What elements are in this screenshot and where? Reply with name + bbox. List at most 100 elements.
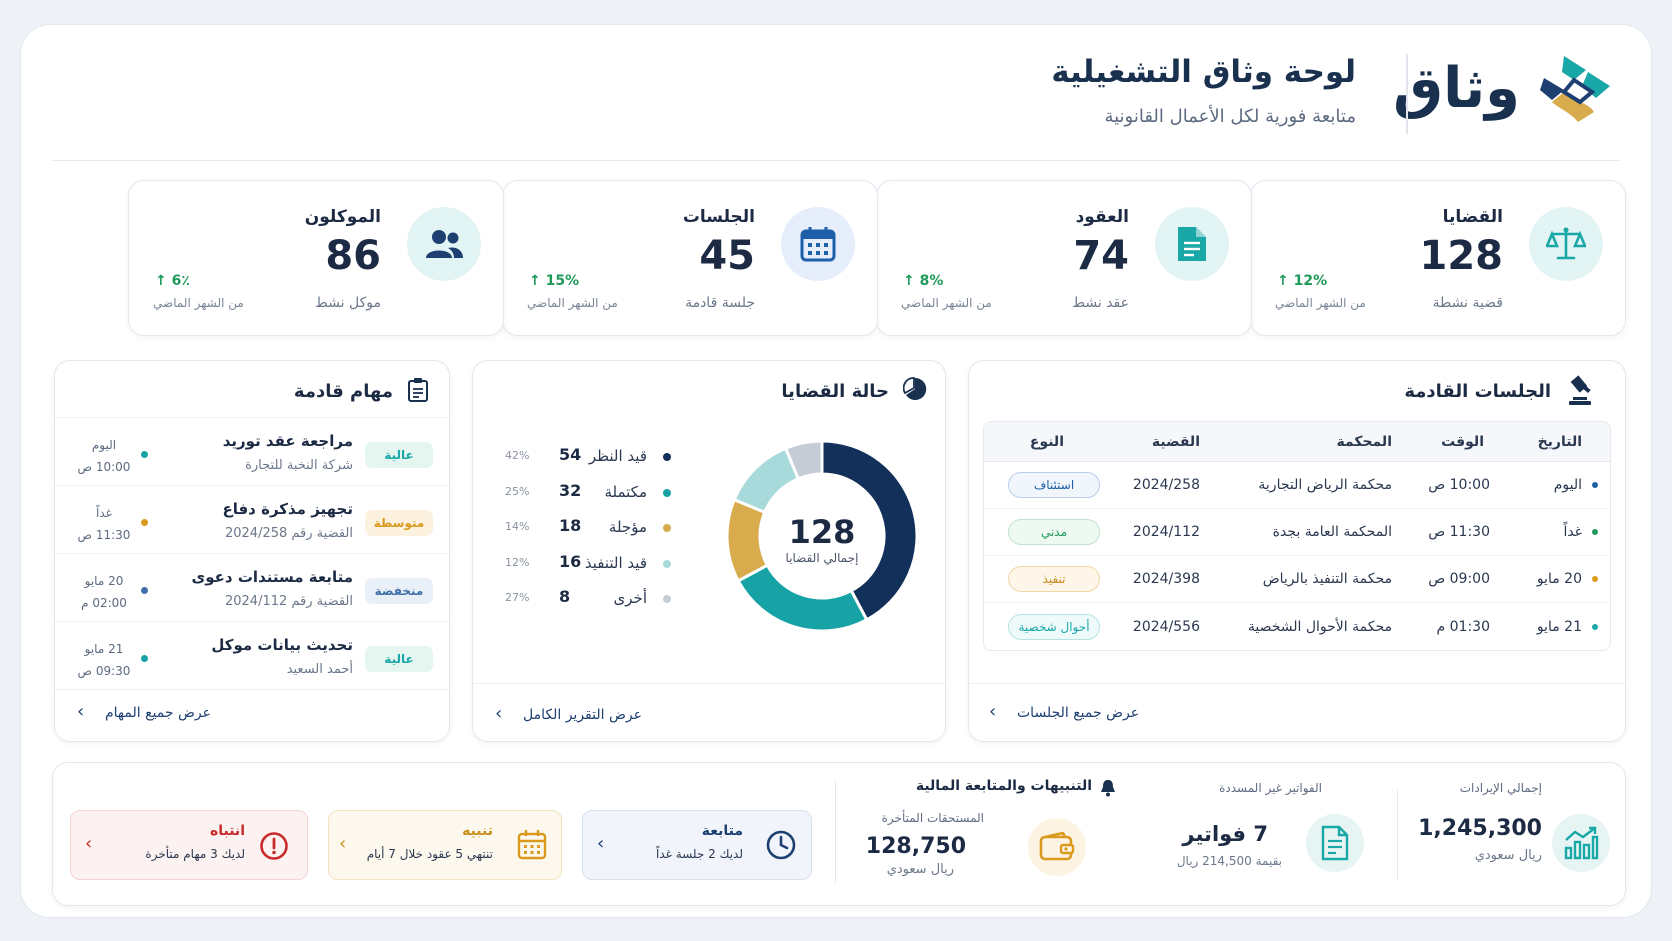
stat-label: قضية نشطة — [1432, 295, 1503, 311]
stat-title: القضايا — [1442, 207, 1503, 227]
chevron-left-icon[interactable]: ‹ — [339, 833, 347, 854]
scales-icon — [1529, 207, 1603, 281]
alerts-title: التنبيهات والمتابعة المالية — [915, 778, 1092, 794]
alert-follow-up[interactable]: متابعة لديك 2 جلسة غداً ‹ — [582, 810, 812, 880]
table-row[interactable]: غداً 11:30 ص المحكمة العامة بجدة 2024/11… — [984, 509, 1610, 556]
invoices-label: الفواتير غير المسددة — [1219, 781, 1322, 795]
stat-title: الموكلون — [304, 207, 381, 227]
row-dot — [1592, 623, 1598, 630]
legend-label: أخرى — [613, 589, 647, 607]
type-pill: استئناف — [1008, 472, 1100, 498]
cell-case: 2024/258 — [1132, 477, 1200, 493]
alert-attention[interactable]: انتباه لديك 3 مهام متأخرة ‹ — [70, 810, 308, 880]
stat-change-label: من الشهر الماضي — [527, 296, 618, 310]
task-subtitle: شركة النخبة للتجارة — [245, 458, 353, 473]
task-title: مراجعة عقد توريد — [222, 432, 353, 450]
cell-date: 21 مايو — [1536, 618, 1582, 635]
legend-value: 8 — [559, 587, 571, 606]
arrow-up-icon: ↑ — [1277, 273, 1289, 289]
alert-title: انتباه — [209, 823, 245, 839]
chevron-left-icon[interactable]: ‹ — [495, 703, 503, 724]
calendar-icon — [781, 207, 855, 281]
wallet-icon — [1028, 818, 1086, 876]
exclamation-icon — [259, 831, 289, 865]
donut-slice[interactable] — [820, 439, 919, 622]
invoices-value: 7 فواتير — [1182, 822, 1268, 846]
donut-total: 128 — [788, 513, 856, 551]
task-title: متابعة مستندات دعوى — [191, 568, 353, 586]
cell-time: 11:30 ص — [1428, 524, 1490, 540]
header-separator — [52, 160, 1620, 161]
legend-dot — [663, 559, 671, 568]
stat-label: عقد نشط — [1072, 295, 1129, 311]
arrow-up-icon: ↑ — [903, 273, 915, 289]
task-subtitle: القضية رقم 2024/112 — [224, 594, 353, 609]
row-dot — [1592, 576, 1598, 582]
chevron-left-icon[interactable]: ‹ — [77, 701, 85, 722]
donut-slice[interactable] — [736, 563, 869, 633]
alert-text: لديك 3 مهام متأخرة — [145, 847, 245, 861]
task-item[interactable]: عالية مراجعة عقد توريد شركة النخبة للتجا… — [55, 417, 449, 485]
stat-card-sessions[interactable]: الجلسات 45 جلسة قادمة ↑ 15% من الشهر الم… — [502, 180, 878, 336]
stat-card-contracts[interactable]: العقود 74 عقد نشط ↑ 8% من الشهر الماضي — [876, 180, 1252, 336]
donut-slice[interactable] — [783, 439, 824, 481]
priority-badge: عالية — [365, 442, 433, 468]
alert-title: تنبيه — [462, 823, 493, 839]
clock-icon — [765, 829, 797, 865]
cell-time: 10:00 ص — [1428, 477, 1490, 493]
table-row[interactable]: اليوم 10:00 ص محكمة الرياض التجارية 2024… — [984, 462, 1610, 509]
legend-label: مكتملة — [604, 482, 647, 501]
legend-label: قيد التنفيذ — [584, 553, 647, 572]
pie-chart-icon — [902, 377, 927, 405]
priority-badge: عالية — [365, 646, 433, 672]
sessions-table: التاريخ الوقت المحكمة القضية النوع اليوم… — [983, 421, 1611, 651]
legend-dot — [663, 595, 671, 603]
logo-mark-icon — [1540, 56, 1610, 122]
task-item[interactable]: منخفضة متابعة مستندات دعوى القضية رقم 20… — [55, 553, 449, 621]
legend-item: أخرى 8 27% — [497, 587, 697, 611]
stat-title: العقود — [1075, 207, 1129, 227]
legend-value: 16 — [559, 551, 582, 571]
task-item[interactable]: عالية تحديث بيانات موكل أحمد السعيد 21 م… — [55, 621, 449, 689]
table-row[interactable]: 20 مايو 09:00 ص محكمة التنفيذ بالرياض 20… — [984, 556, 1610, 603]
stat-card-clients[interactable]: الموكلون 86 موكل نشط ↑ 6٪ من الشهر الماض… — [128, 180, 504, 336]
case-status-donut-chart — [725, 439, 919, 633]
users-icon — [407, 207, 481, 281]
logo-text: وثاق — [1393, 55, 1521, 121]
stat-change: ↑ 6٪ — [155, 273, 190, 289]
view-full-report-link[interactable]: عرض التقرير الكامل — [523, 707, 642, 723]
alert-warning[interactable]: تنبيه تنتهي 5 عقود خلال 7 أيام ‹ — [328, 810, 562, 880]
stat-label: موكل نشط — [314, 295, 381, 311]
overdue-unit: ريال سعودي — [886, 862, 954, 877]
view-all-tasks-link[interactable]: عرض جميع المهام — [105, 705, 211, 721]
gavel-icon — [1565, 375, 1595, 411]
donut-center: 128 إجمالي القضايا — [747, 513, 897, 565]
status-dot — [141, 451, 148, 458]
type-pill: مدني — [1008, 519, 1100, 545]
stat-change-label: من الشهر الماضي — [153, 296, 244, 310]
table-row[interactable]: 21 مايو 01:30 م محكمة الأحوال الشخصية 20… — [984, 603, 1610, 650]
col-date: التاريخ — [1537, 433, 1582, 450]
cell-court: محكمة الرياض التجارية — [1258, 477, 1392, 493]
cell-court: محكمة الأحوال الشخصية — [1247, 618, 1392, 635]
cell-time: 01:30 م — [1436, 618, 1490, 635]
type-pill: تنفيذ — [1008, 566, 1100, 592]
col-time: الوقت — [1441, 433, 1484, 450]
sessions-panel: الجلسات القادمة التاريخ الوقت المحكمة ال… — [968, 360, 1626, 742]
priority-badge: متوسطة — [365, 510, 433, 536]
col-case: القضية — [1151, 433, 1200, 450]
chevron-left-icon[interactable]: ‹ — [85, 833, 93, 854]
task-subtitle: القضية رقم 2024/258 — [224, 526, 353, 541]
chevron-left-icon[interactable]: ‹ — [989, 701, 997, 722]
view-all-sessions-link[interactable]: عرض جميع الجلسات — [1017, 705, 1140, 721]
page-title: لوحة وثاق التشغيلية — [1051, 54, 1356, 90]
stat-card-cases[interactable]: القضايا 128 قضية نشطة ↑ 12% من الشهر الم… — [1250, 180, 1626, 336]
cell-case: 2024/398 — [1132, 571, 1200, 587]
chevron-left-icon[interactable]: ‹ — [597, 833, 605, 854]
task-item[interactable]: متوسطة تجهيز مذكرة دفاع القضية رقم 2024/… — [55, 485, 449, 553]
status-dot — [141, 587, 148, 594]
legend-value: 32 — [559, 480, 582, 500]
type-pill: أحوال شخصية — [1008, 613, 1100, 640]
revenue-unit: ريال سعودي — [1474, 848, 1542, 863]
cell-date: اليوم — [1553, 477, 1582, 493]
